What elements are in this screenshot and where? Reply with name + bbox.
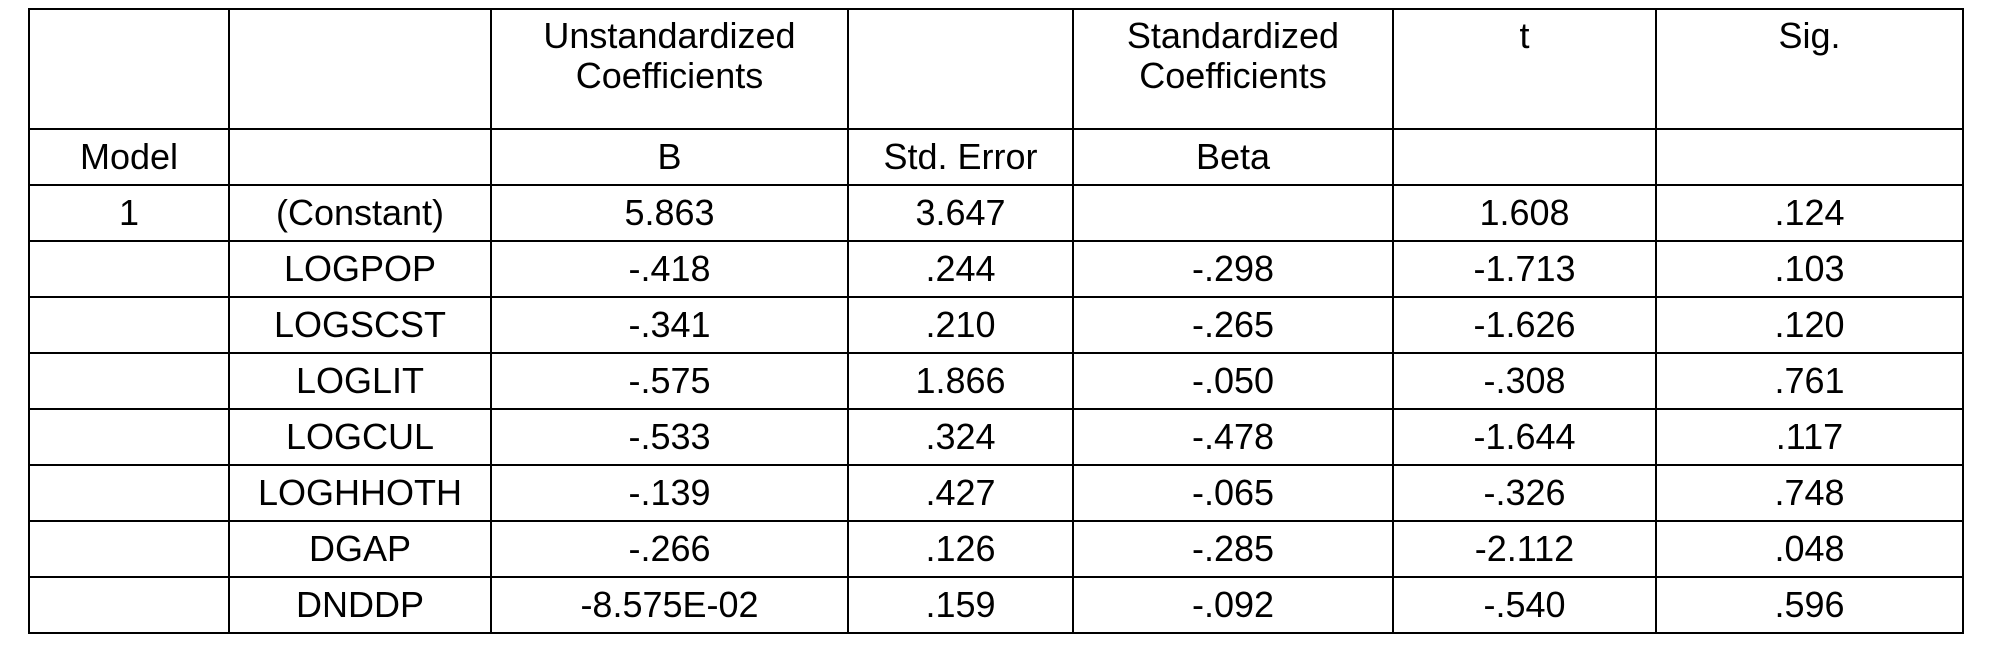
cell-std-error: .244 bbox=[847, 240, 1074, 298]
subheader-model: Model bbox=[28, 128, 230, 186]
subheader-std-error: Std. Error bbox=[847, 128, 1074, 186]
cell-beta: -.265 bbox=[1072, 296, 1394, 354]
cell-t: -.540 bbox=[1392, 576, 1657, 634]
cell-beta: -.298 bbox=[1072, 240, 1394, 298]
cell-beta: -.050 bbox=[1072, 352, 1394, 410]
cell-t: 1.608 bbox=[1392, 184, 1657, 242]
header-standardized-coefficients: Standardized Coefficients bbox=[1072, 8, 1394, 130]
header-standardized-line2: Coefficients bbox=[1139, 55, 1327, 97]
table-row: LOGCUL -.533 .324 -.478 -1.644 .117 bbox=[28, 408, 1964, 466]
cell-variable: DGAP bbox=[228, 520, 492, 578]
cell-sig: .120 bbox=[1655, 296, 1964, 354]
subheader-t-blank bbox=[1392, 128, 1657, 186]
cell-sig: .103 bbox=[1655, 240, 1964, 298]
header-unstandardized-coefficients: Unstandardized Coefficients bbox=[490, 8, 849, 130]
cell-b: -.139 bbox=[490, 464, 849, 522]
cell-sig: .124 bbox=[1655, 184, 1964, 242]
cell-b: -.533 bbox=[490, 408, 849, 466]
cell-std-error: .159 bbox=[847, 576, 1074, 634]
cell-beta: -.065 bbox=[1072, 464, 1394, 522]
coefficients-table: Unstandardized Coefficients Standardized… bbox=[28, 8, 1964, 634]
table-row: DNDDP -8.575E-02 .159 -.092 -.540 .596 bbox=[28, 576, 1964, 634]
cell-beta: -.285 bbox=[1072, 520, 1394, 578]
table-row: LOGSCST -.341 .210 -.265 -1.626 .120 bbox=[28, 296, 1964, 354]
cell-std-error: .324 bbox=[847, 408, 1074, 466]
header-t: t bbox=[1392, 8, 1657, 130]
header-cell-std-error-blank bbox=[847, 8, 1074, 130]
cell-b: -8.575E-02 bbox=[490, 576, 849, 634]
cell-std-error: .427 bbox=[847, 464, 1074, 522]
cell-t: -1.713 bbox=[1392, 240, 1657, 298]
cell-variable: DNDDP bbox=[228, 576, 492, 634]
cell-model bbox=[28, 296, 230, 354]
cell-b: -.341 bbox=[490, 296, 849, 354]
subheader-row: Model B Std. Error Beta bbox=[28, 128, 1964, 186]
cell-std-error: .210 bbox=[847, 296, 1074, 354]
cell-b: -.575 bbox=[490, 352, 849, 410]
header-cell-variable-blank bbox=[228, 8, 492, 130]
cell-variable: LOGCUL bbox=[228, 408, 492, 466]
subheader-beta: Beta bbox=[1072, 128, 1394, 186]
cell-model bbox=[28, 464, 230, 522]
header-standardized-line1: Standardized bbox=[1126, 15, 1340, 56]
cell-model bbox=[28, 520, 230, 578]
cell-variable: LOGPOP bbox=[228, 240, 492, 298]
cell-sig: .596 bbox=[1655, 576, 1964, 634]
cell-model bbox=[28, 408, 230, 466]
cell-beta: -.092 bbox=[1072, 576, 1394, 634]
header-cell-model-blank bbox=[28, 8, 230, 130]
header-unstandardized-line2: Coefficients bbox=[575, 55, 764, 97]
header-unstandardized-line1: Unstandardized bbox=[543, 15, 796, 56]
cell-b: -.266 bbox=[490, 520, 849, 578]
cell-sig: .748 bbox=[1655, 464, 1964, 522]
header-row: Unstandardized Coefficients Standardized… bbox=[28, 8, 1964, 130]
cell-sig: .117 bbox=[1655, 408, 1964, 466]
cell-t: -.308 bbox=[1392, 352, 1657, 410]
header-sig: Sig. bbox=[1655, 8, 1964, 130]
cell-variable: LOGHHOTH bbox=[228, 464, 492, 522]
cell-std-error: .126 bbox=[847, 520, 1074, 578]
cell-std-error: 1.866 bbox=[847, 352, 1074, 410]
cell-sig: .048 bbox=[1655, 520, 1964, 578]
cell-b: -.418 bbox=[490, 240, 849, 298]
table-row: LOGHHOTH -.139 .427 -.065 -.326 .748 bbox=[28, 464, 1964, 522]
table-row: 1 (Constant) 5.863 3.647 1.608 .124 bbox=[28, 184, 1964, 242]
subheader-b: B bbox=[490, 128, 849, 186]
cell-model: 1 bbox=[28, 184, 230, 242]
cell-model bbox=[28, 576, 230, 634]
cell-beta: -.478 bbox=[1072, 408, 1394, 466]
cell-t: -1.626 bbox=[1392, 296, 1657, 354]
cell-variable: LOGSCST bbox=[228, 296, 492, 354]
table-row: LOGPOP -.418 .244 -.298 -1.713 .103 bbox=[28, 240, 1964, 298]
table-row: LOGLIT -.575 1.866 -.050 -.308 .761 bbox=[28, 352, 1964, 410]
cell-model bbox=[28, 240, 230, 298]
cell-b: 5.863 bbox=[490, 184, 849, 242]
cell-variable: LOGLIT bbox=[228, 352, 492, 410]
cell-t: -1.644 bbox=[1392, 408, 1657, 466]
cell-beta bbox=[1072, 184, 1394, 242]
cell-variable: (Constant) bbox=[228, 184, 492, 242]
table-row: DGAP -.266 .126 -.285 -2.112 .048 bbox=[28, 520, 1964, 578]
cell-t: -.326 bbox=[1392, 464, 1657, 522]
cell-model bbox=[28, 352, 230, 410]
cell-t: -2.112 bbox=[1392, 520, 1657, 578]
cell-sig: .761 bbox=[1655, 352, 1964, 410]
cell-std-error: 3.647 bbox=[847, 184, 1074, 242]
subheader-sig-blank bbox=[1655, 128, 1964, 186]
subheader-variable-blank bbox=[228, 128, 492, 186]
